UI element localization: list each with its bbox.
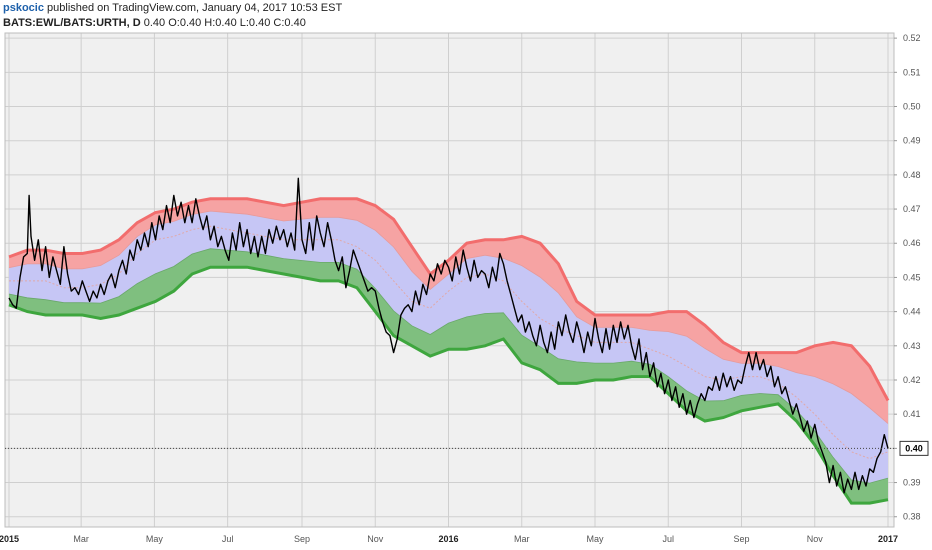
x-tick-label: May <box>586 534 604 544</box>
y-tick-label: 0.39 <box>903 478 921 488</box>
x-tick-label: Nov <box>367 534 384 544</box>
lower-inner-line <box>8 248 889 484</box>
x-tick-label: Sep <box>294 534 310 544</box>
y-tick-label: 0.45 <box>903 272 921 282</box>
y-tick-label: 0.42 <box>903 375 921 385</box>
symbol-info: BATS:EWL/BATS:URTH, D 0.40 O:0.40 H:0.40… <box>3 17 306 29</box>
x-tick-label: Jul <box>662 534 674 544</box>
publish-info: pskocic published on TradingView.com, Ja… <box>3 2 342 14</box>
x-tick-label: Mar <box>73 534 89 544</box>
x-tick-label: Jul <box>222 534 234 544</box>
y-tick-label: 0.52 <box>903 33 921 43</box>
upper-inner-line <box>8 210 889 424</box>
x-tick-label: 2017 <box>878 534 898 544</box>
x-axis: 2015 Mar May Jul Sep Nov 2016 Mar May Jul Sep Nov 20… <box>0 534 898 544</box>
symbol-name: BATS:EWL/BATS:URTH, D <box>3 17 141 29</box>
ohlc-values: 0.40 O:0.40 H:0.40 L:0.40 C:0.40 <box>143 17 306 29</box>
y-tick-label: 0.48 <box>903 170 921 180</box>
y-tick-label: 0.38 <box>903 512 921 522</box>
upper-band-line <box>8 197 890 402</box>
y-tick-label: 0.49 <box>903 136 921 146</box>
x-tick-label: Mar <box>514 534 530 544</box>
y-tick-label: 0.51 <box>903 67 921 77</box>
y-tick-label: 0.44 <box>903 307 921 317</box>
x-tick-label: Sep <box>733 534 749 544</box>
y-tick-label: 0.46 <box>903 238 921 248</box>
plot-border <box>4 32 895 528</box>
last-price-marker: 0.40 <box>5 440 929 456</box>
y-tick-label: 0.41 <box>903 409 921 419</box>
last-price-label: 0.40 <box>905 443 923 453</box>
author-name[interactable]: pskocic <box>3 2 44 14</box>
y-tick-label: 0.47 <box>903 204 921 214</box>
x-tick-label: Nov <box>807 534 824 544</box>
lower-band-line <box>8 265 889 505</box>
x-tick-label: May <box>146 534 164 544</box>
y-tick-label: 0.43 <box>903 341 921 351</box>
published-text: published on TradingView.com, January 04… <box>47 2 343 14</box>
x-tick-label: 2015 <box>0 534 19 544</box>
last-price-box <box>899 440 929 456</box>
x-tick-label: 2016 <box>438 534 458 544</box>
price-line <box>8 177 889 494</box>
grid <box>5 33 894 527</box>
series-lines <box>8 177 890 505</box>
y-tick-label: 0.50 <box>903 102 921 112</box>
